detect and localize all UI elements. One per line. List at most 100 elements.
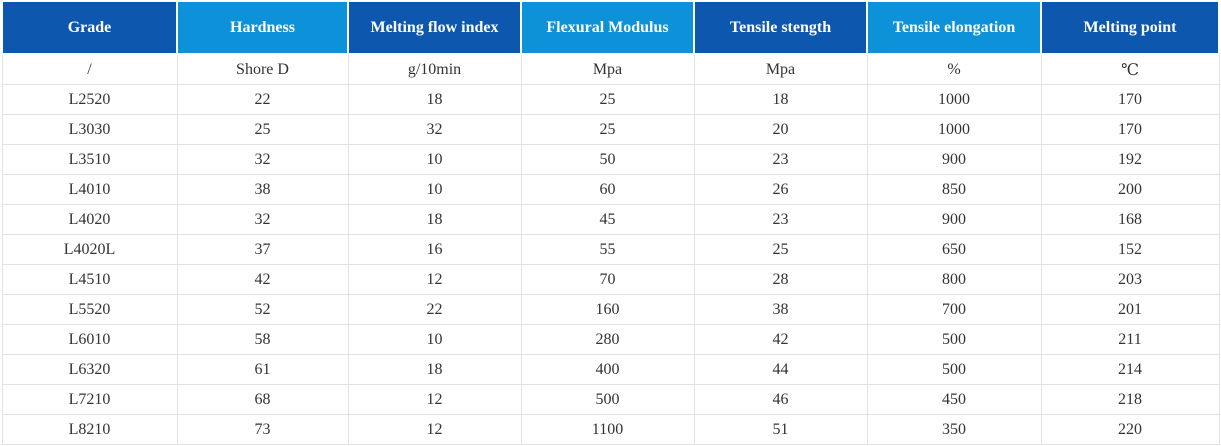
value-cell: 73 <box>176 414 349 445</box>
grade-cell: L6320 <box>1 354 178 385</box>
value-cell: 211 <box>1040 324 1220 355</box>
grade-cell: L4020L <box>1 234 178 265</box>
value-cell: 44 <box>693 354 868 385</box>
value-cell: 18 <box>347 354 522 385</box>
table-row: L4510 42 12 70 28 800 203 <box>1 264 1220 295</box>
value-cell: 25 <box>520 84 695 115</box>
unit-cell: ℃ <box>1040 53 1220 85</box>
unit-cell: g/10min <box>347 53 522 85</box>
value-cell: 1000 <box>866 84 1042 115</box>
value-cell: 18 <box>347 84 522 115</box>
value-cell: 25 <box>520 114 695 145</box>
value-cell: 60 <box>520 174 695 205</box>
value-cell: 18 <box>693 84 868 115</box>
value-cell: 900 <box>866 204 1042 235</box>
column-header: Grade <box>1 0 178 55</box>
value-cell: 32 <box>347 114 522 145</box>
column-header: Flexural Modulus <box>520 0 695 55</box>
value-cell: 800 <box>866 264 1042 295</box>
value-cell: 214 <box>1040 354 1220 385</box>
value-cell: 850 <box>866 174 1042 205</box>
table-row: L5520 52 22 160 38 700 201 <box>1 294 1220 325</box>
value-cell: 12 <box>347 414 522 445</box>
value-cell: 61 <box>176 354 349 385</box>
grade-cell: L3510 <box>1 144 178 175</box>
value-cell: 46 <box>693 384 868 415</box>
value-cell: 152 <box>1040 234 1220 265</box>
table-row: L8210 73 12 1100 51 350 220 <box>1 414 1220 445</box>
table-row: L4020 32 18 45 23 900 168 <box>1 204 1220 235</box>
column-header: Melting flow index <box>347 0 522 55</box>
value-cell: 170 <box>1040 114 1220 145</box>
grade-cell: L4510 <box>1 264 178 295</box>
value-cell: 400 <box>520 354 695 385</box>
value-cell: 68 <box>176 384 349 415</box>
grade-cell: L5520 <box>1 294 178 325</box>
value-cell: 28 <box>693 264 868 295</box>
table-row: L7210 68 12 500 46 450 218 <box>1 384 1220 415</box>
value-cell: 1100 <box>520 414 695 445</box>
value-cell: 192 <box>1040 144 1220 175</box>
value-cell: 1000 <box>866 114 1042 145</box>
value-cell: 10 <box>347 174 522 205</box>
value-cell: 170 <box>1040 84 1220 115</box>
grade-cell: L4010 <box>1 174 178 205</box>
grade-cell: L7210 <box>1 384 178 415</box>
value-cell: 450 <box>866 384 1042 415</box>
value-cell: 22 <box>176 84 349 115</box>
value-cell: 10 <box>347 324 522 355</box>
value-cell: 45 <box>520 204 695 235</box>
value-cell: 350 <box>866 414 1042 445</box>
value-cell: 23 <box>693 144 868 175</box>
value-cell: 42 <box>693 324 868 355</box>
value-cell: 26 <box>693 174 868 205</box>
grade-cell: L3030 <box>1 114 178 145</box>
value-cell: 38 <box>176 174 349 205</box>
value-cell: 168 <box>1040 204 1220 235</box>
value-cell: 18 <box>347 204 522 235</box>
grade-cell: L8210 <box>1 414 178 445</box>
grade-cell: L4020 <box>1 204 178 235</box>
value-cell: 70 <box>520 264 695 295</box>
grade-cell: L6010 <box>1 324 178 355</box>
unit-cell: Mpa <box>520 53 695 85</box>
column-header: Tensile elongation <box>866 0 1042 55</box>
value-cell: 700 <box>866 294 1042 325</box>
table-row: L3030 25 32 25 20 1000 170 <box>1 114 1220 145</box>
value-cell: 12 <box>347 264 522 295</box>
grade-cell: L2520 <box>1 84 178 115</box>
value-cell: 280 <box>520 324 695 355</box>
value-cell: 500 <box>520 384 695 415</box>
value-cell: 203 <box>1040 264 1220 295</box>
value-cell: 37 <box>176 234 349 265</box>
value-cell: 32 <box>176 144 349 175</box>
value-cell: 12 <box>347 384 522 415</box>
value-cell: 500 <box>866 354 1042 385</box>
table-row: L6320 61 18 400 44 500 214 <box>1 354 1220 385</box>
unit-cell: / <box>1 53 178 85</box>
column-header: Tensile stength <box>693 0 868 55</box>
value-cell: 650 <box>866 234 1042 265</box>
table-row: L6010 58 10 280 42 500 211 <box>1 324 1220 355</box>
value-cell: 900 <box>866 144 1042 175</box>
value-cell: 58 <box>176 324 349 355</box>
value-cell: 218 <box>1040 384 1220 415</box>
column-header: Hardness <box>176 0 349 55</box>
header-row: Grade Hardness Melting flow index Flexural … <box>1 0 1220 55</box>
value-cell: 22 <box>347 294 522 325</box>
table-row: L3510 32 10 50 23 900 192 <box>1 144 1220 175</box>
value-cell: 42 <box>176 264 349 295</box>
value-cell: 16 <box>347 234 522 265</box>
value-cell: 20 <box>693 114 868 145</box>
value-cell: 201 <box>1040 294 1220 325</box>
value-cell: 38 <box>693 294 868 325</box>
value-cell: 51 <box>693 414 868 445</box>
value-cell: 25 <box>176 114 349 145</box>
table-row: L4020L 37 16 55 25 650 152 <box>1 234 1220 265</box>
value-cell: 220 <box>1040 414 1220 445</box>
value-cell: 160 <box>520 294 695 325</box>
value-cell: 10 <box>347 144 522 175</box>
